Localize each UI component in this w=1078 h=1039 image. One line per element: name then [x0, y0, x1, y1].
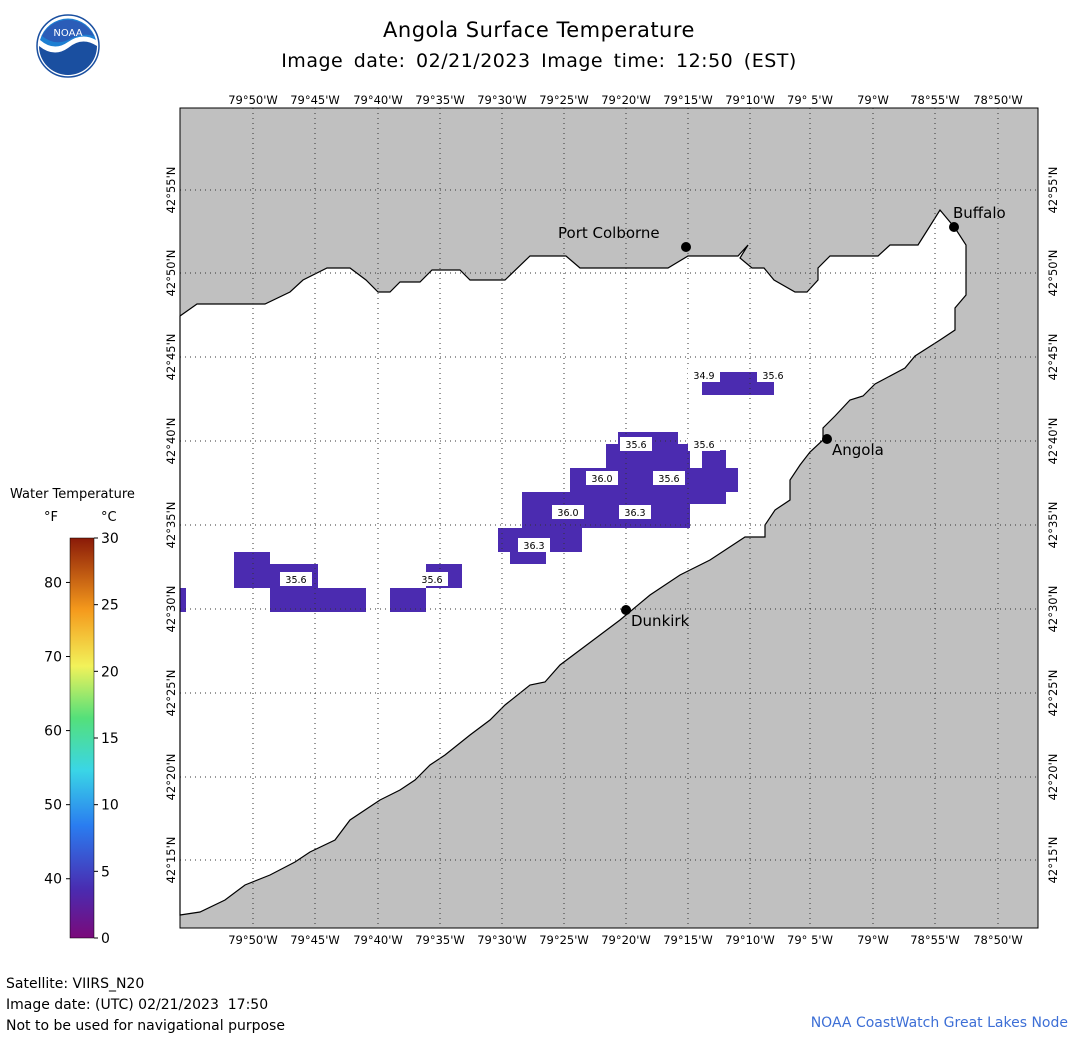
longitude-label: 79°50'W	[228, 933, 278, 947]
longitude-label: 79°10'W	[725, 933, 775, 947]
latitude-label: 42°35'N	[1046, 502, 1060, 549]
legend-tick-f-label: 60	[44, 724, 62, 740]
longitude-label: 79°35'W	[415, 933, 465, 947]
legend-tick-f-label: 50	[44, 798, 62, 814]
latitude-label: 42°20'N	[164, 754, 178, 801]
legend-tick-c-label: 15	[101, 731, 119, 747]
latitude-label: 42°50'N	[164, 250, 178, 297]
temp-label: 36.0	[557, 508, 578, 519]
temp-label: 36.3	[523, 541, 544, 552]
latitude-label: 42°20'N	[1046, 754, 1060, 801]
longitude-labels-bottom: 79°50'W 79°45'W 79°40'W 79°35'W 79°30'W 79°25…	[228, 933, 1023, 947]
longitude-label: 79°45'W	[290, 93, 340, 107]
longitude-label: 78°55'W	[910, 93, 960, 107]
latitude-label: 42°30'N	[1046, 586, 1060, 633]
longitude-label: 79°25'W	[539, 93, 589, 107]
longitude-label: 79°30'W	[477, 933, 527, 947]
temp-label: 35.6	[285, 575, 306, 586]
latitude-label: 42°40'N	[1046, 418, 1060, 465]
longitude-label: 79°30'W	[477, 93, 527, 107]
legend-tick-c-label: 30	[101, 531, 119, 547]
latitude-label: 42°25'N	[164, 670, 178, 717]
city-label-angola: Angola	[832, 441, 884, 459]
temp-label: 35.6	[421, 575, 442, 586]
longitude-label: 78°50'W	[973, 93, 1023, 107]
latitude-label: 42°25'N	[1046, 670, 1060, 717]
longitude-label: 79° 5'W	[787, 933, 833, 947]
legend-tick-c-label: 0	[101, 931, 110, 947]
temp-label: 35.6	[658, 474, 679, 485]
legend-tick-c-label: 25	[101, 598, 119, 614]
latitude-label: 42°40'N	[164, 418, 178, 465]
city-marker-angola	[822, 434, 832, 444]
credit-label: NOAA CoastWatch Great Lakes Node	[810, 1015, 1068, 1031]
legend-tick-c-label: 20	[101, 664, 119, 680]
temperature-value-labels: 34.9 35.6 35.6 35.6 36.0 35.6 36.0 36.3 …	[280, 368, 789, 586]
city-label-buffalo: Buffalo	[953, 204, 1006, 222]
city-marker-buffalo	[949, 222, 959, 232]
legend-tick-f-label: 70	[44, 650, 62, 666]
latitude-label: 42°35'N	[164, 502, 178, 549]
legend-unit-c: °C	[101, 510, 117, 525]
temp-label: 35.6	[625, 440, 646, 451]
longitude-label: 79°45'W	[290, 933, 340, 947]
longitude-label: 79°35'W	[415, 93, 465, 107]
latitude-label: 42°55'N	[164, 167, 178, 214]
legend-tick-f-label: 40	[44, 872, 62, 888]
map-frame	[179, 107, 1039, 929]
longitude-label: 79° 5'W	[787, 93, 833, 107]
image-date: Image date: 02/21/2023	[281, 50, 531, 72]
temp-label: 35.6	[762, 371, 783, 382]
noaa-logo-icon: NOAA	[36, 14, 100, 78]
longitude-label: 79°15'W	[663, 93, 713, 107]
temp-label: 35.6	[693, 440, 714, 451]
city-label-dunkirk: Dunkirk	[631, 612, 690, 630]
longitude-label: 79°50'W	[228, 93, 278, 107]
longitude-label: 78°55'W	[910, 933, 960, 947]
footer-info: Satellite: VIIRS_N20 Image date: (UTC) 0…	[6, 974, 285, 1037]
longitude-labels-top: 79°50'W 79°45'W 79°40'W 79°35'W 79°30'W 79°25…	[228, 93, 1023, 107]
image-date-time: Image date: 02/21/2023 Image time: 12:50…	[0, 50, 1078, 72]
latitude-label: 42°45'N	[164, 334, 178, 381]
latitude-label: 42°55'N	[1046, 167, 1060, 214]
city-marker-dunkirk	[621, 605, 631, 615]
city-marker-port-colborne	[681, 242, 691, 252]
latitude-label: 42°15'N	[1046, 837, 1060, 884]
legend-unit-f: °F	[44, 510, 58, 525]
longitude-label: 79°10'W	[725, 93, 775, 107]
image-time: Image time: 12:50 (EST)	[541, 50, 797, 72]
longitude-label: 79°W	[857, 93, 889, 107]
legend-title: Water Temperature	[10, 487, 135, 502]
utc-date-label: Image date: (UTC) 02/21/2023 17:50	[6, 997, 269, 1013]
longitude-label: 79°20'W	[601, 93, 651, 107]
legend-tick-c-label: 10	[101, 798, 119, 814]
city-markers: Buffalo Port Colborne Angola Dunkirk	[558, 204, 1006, 630]
city-label-port-colborne: Port Colborne	[558, 224, 660, 242]
latitude-label: 42°30'N	[164, 586, 178, 633]
satellite-label: Satellite: VIIRS_N20	[6, 976, 145, 992]
latitude-labels-left: 42°55'N 42°50'N 42°45'N 42°40'N 42°35'N 42°30…	[164, 167, 178, 884]
page-title: Angola Surface Temperature	[383, 18, 695, 42]
latitude-label: 42°15'N	[164, 837, 178, 884]
disclaimer: Not to be used for navigational purpose	[6, 1018, 285, 1034]
noaa-logo-text: NOAA	[53, 28, 82, 39]
latitude-label: 42°50'N	[1046, 250, 1060, 297]
longitude-label: 78°50'W	[973, 933, 1023, 947]
temp-label: 36.3	[624, 508, 645, 519]
longitude-label: 79°40'W	[353, 933, 403, 947]
longitude-label: 79°20'W	[601, 933, 651, 947]
longitude-label: 79°W	[857, 933, 889, 947]
longitude-label: 79°15'W	[663, 933, 713, 947]
longitude-label: 79°40'W	[353, 93, 403, 107]
temp-label: 36.0	[591, 474, 612, 485]
latitude-label: 42°45'N	[1046, 334, 1060, 381]
longitude-label: 79°25'W	[539, 933, 589, 947]
legend-tick-f-label: 80	[44, 575, 62, 591]
temp-label: 34.9	[693, 371, 714, 382]
color-bar	[69, 537, 95, 939]
latitude-labels-right: 42°55'N 42°50'N 42°45'N 42°40'N 42°35'N 42°30…	[1046, 167, 1060, 884]
legend-tick-c-label: 5	[101, 864, 110, 880]
